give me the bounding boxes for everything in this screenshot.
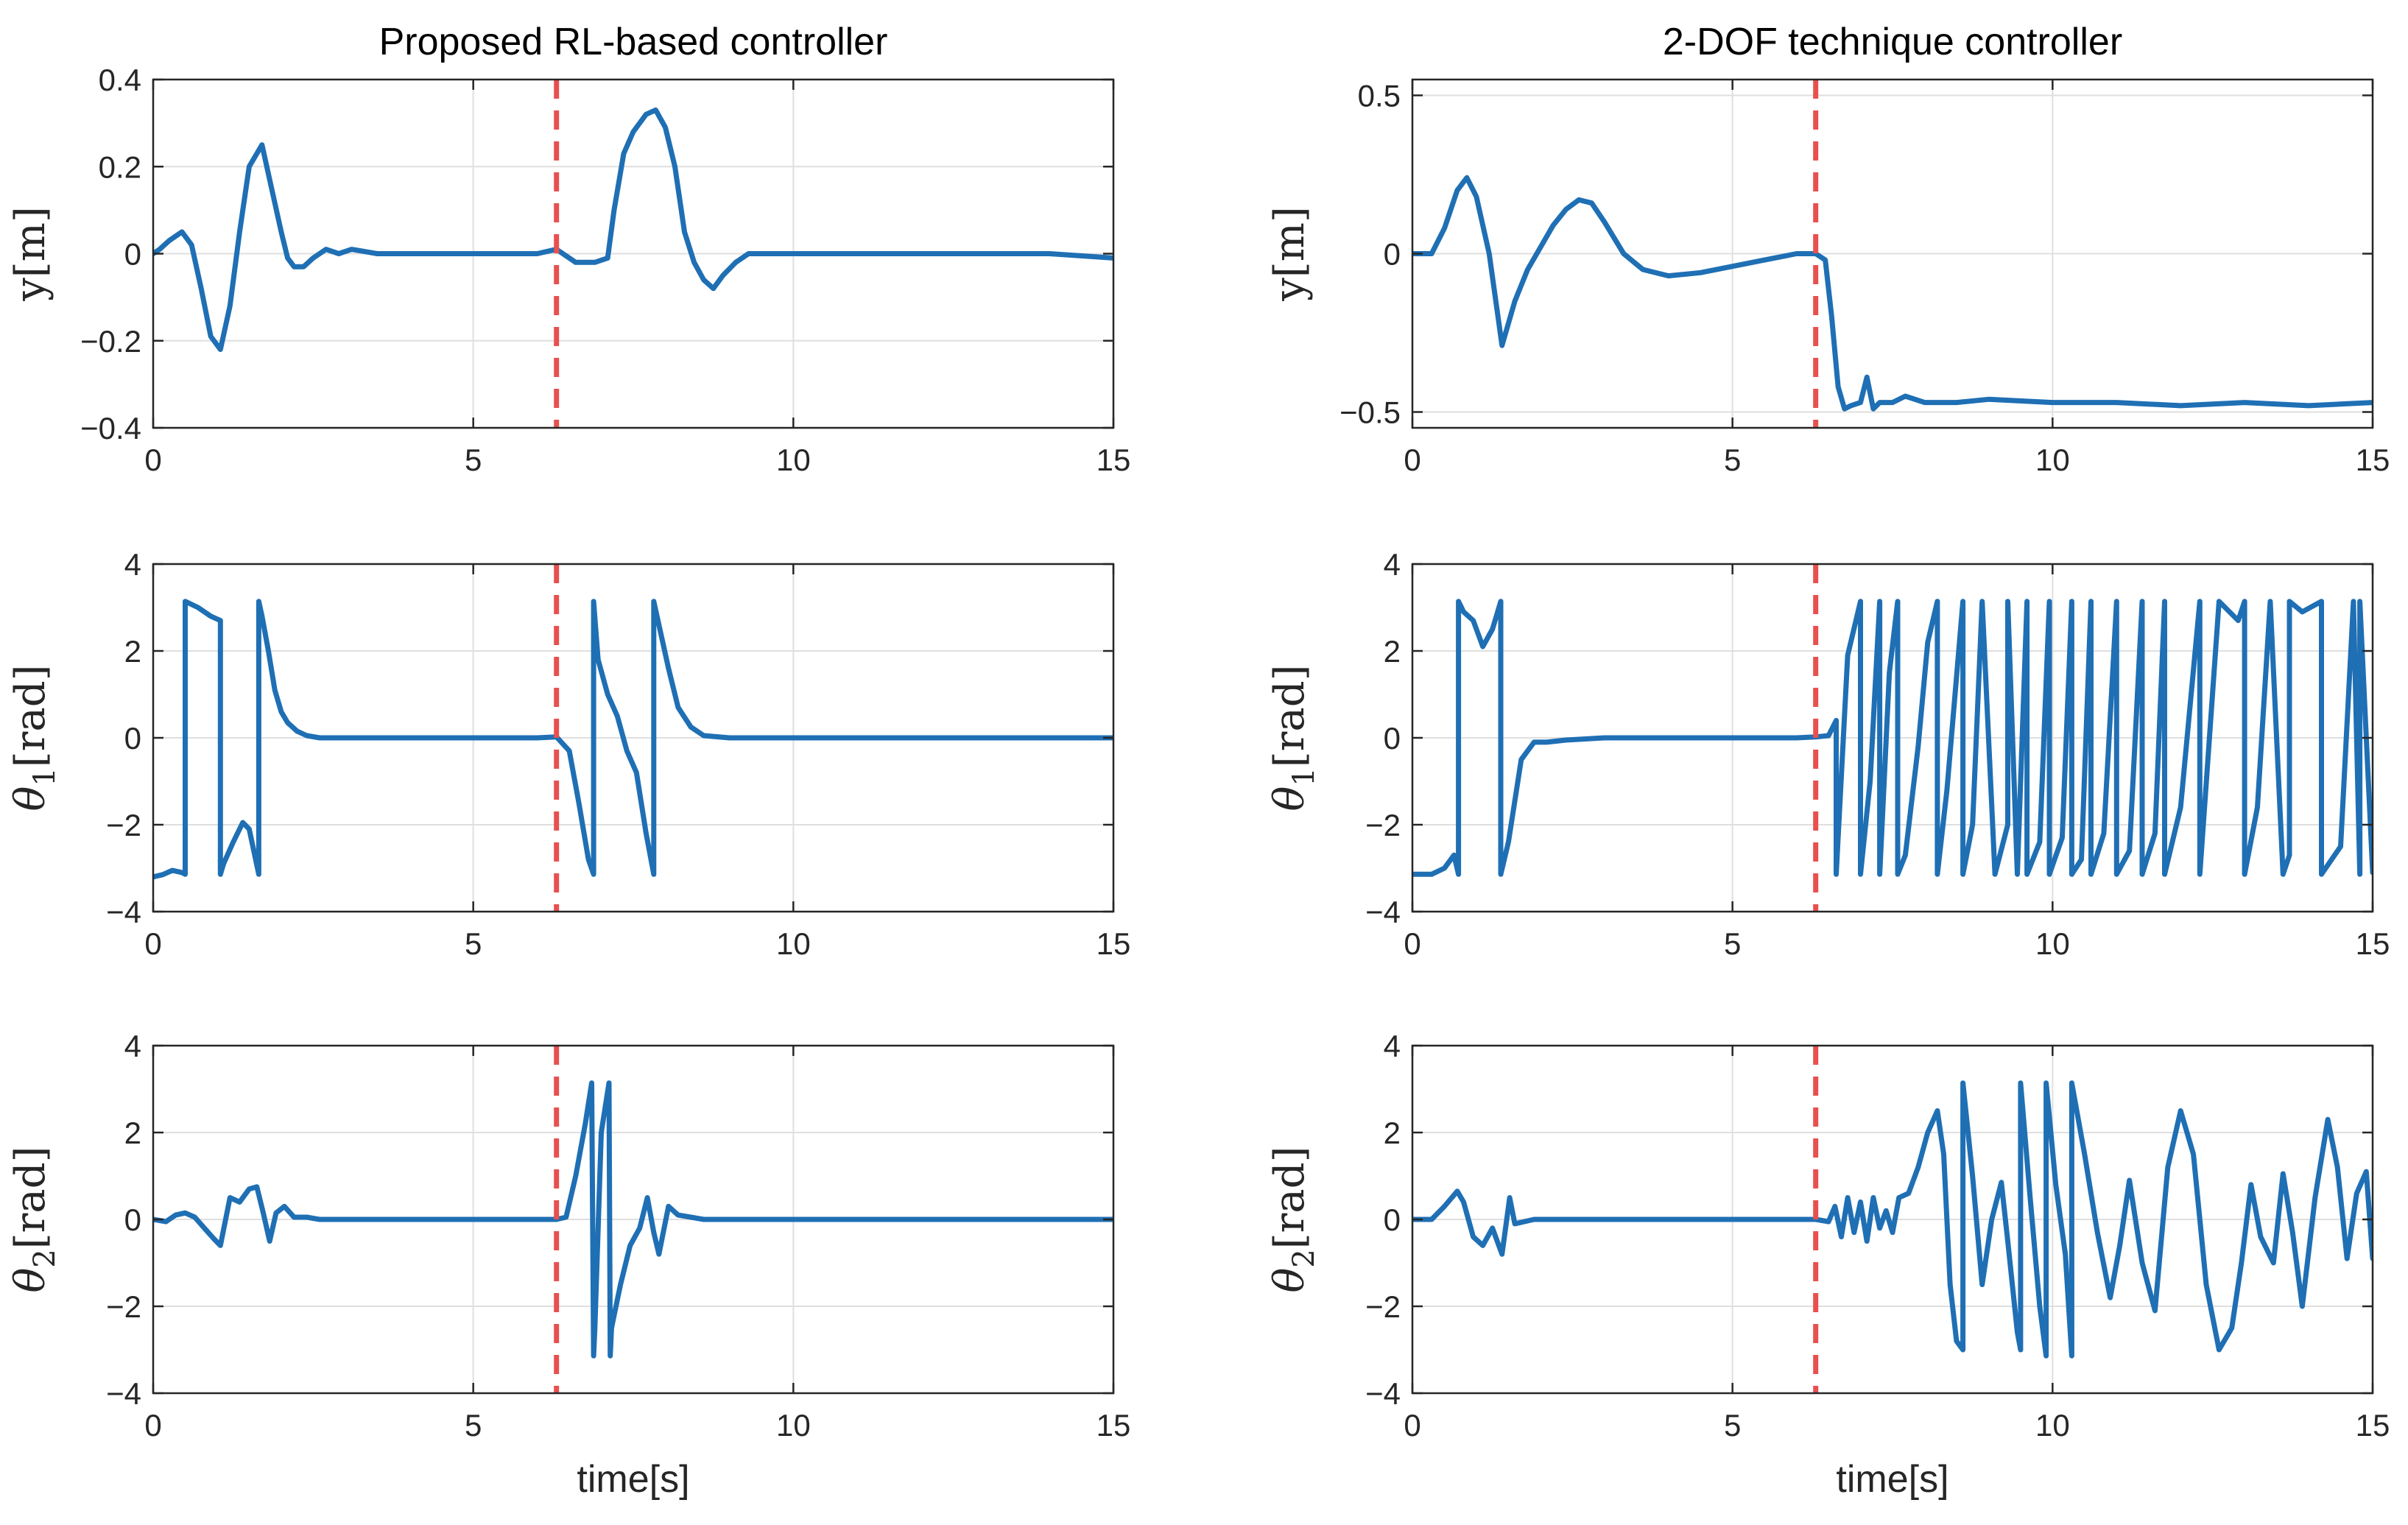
x-tick-label: 5: [465, 443, 482, 477]
x-tick-label: 10: [776, 443, 811, 477]
x-tick-label: 5: [1724, 1408, 1741, 1443]
y-axis-label-unit: [rad]: [7, 665, 54, 768]
y-axis-label-subscript: 2: [28, 1249, 62, 1267]
y-axis-label-unit: [m]: [1266, 206, 1314, 278]
x-tick-label: 10: [2035, 1408, 2070, 1443]
y-tick-label: 2: [124, 634, 141, 669]
y-tick-label: 0: [124, 237, 141, 272]
y-axis-label-symbol: θ: [7, 786, 54, 811]
y-axis-label: θ1[rad]: [7, 665, 62, 811]
x-tick-label: 0: [1404, 926, 1420, 961]
x-tick-label: 5: [1724, 926, 1741, 961]
series-line-theta1: [153, 599, 1113, 880]
chart-title: Proposed RL-based controller: [379, 21, 888, 63]
series-line-theta2: [153, 1080, 1113, 1359]
x-tick-label: 0: [144, 1408, 161, 1443]
y-tick-label: −2: [106, 1289, 141, 1324]
y-tick-label: 2: [124, 1116, 141, 1150]
y-tick-label: 0: [124, 1202, 141, 1237]
y-axis-label: y[m]: [1266, 206, 1314, 301]
y-axis-label: θ1[rad]: [1266, 665, 1321, 811]
y-tick-label: 4: [1384, 547, 1401, 582]
x-axis-label: time[s]: [1836, 1458, 1948, 1501]
x-tick-label: 5: [1724, 443, 1741, 477]
x-tick-label: 5: [465, 1408, 482, 1443]
series-line-y: [1412, 175, 2373, 412]
x-axis-label: time[s]: [577, 1458, 689, 1501]
y-axis-label-unit: [m]: [7, 206, 54, 278]
y-tick-label: 0.4: [99, 63, 141, 97]
y-tick-label: −0.5: [1339, 395, 1401, 430]
y-tick-label: 0: [1384, 1202, 1401, 1237]
x-tick-label: 0: [144, 443, 161, 477]
chart-dof-y: 0 5 10 150.50−0.5y[m]2-DOF technique contro…: [1266, 21, 2390, 477]
y-tick-label: −2: [1365, 1289, 1401, 1324]
y-axis-label: θ2[rad]: [7, 1147, 62, 1293]
y-tick-label: −2: [1365, 808, 1401, 842]
y-tick-label: 2: [1384, 1116, 1401, 1150]
y-tick-label: 0.2: [99, 149, 141, 184]
y-tick-label: 0.5: [1358, 79, 1401, 113]
x-tick-label: 15: [2356, 926, 2390, 961]
x-tick-label: 0: [144, 926, 161, 961]
x-tick-label: 10: [2035, 443, 2070, 477]
y-tick-label: −4: [1365, 1376, 1401, 1411]
series-line-theta1: [1412, 599, 2373, 877]
chart-rl-theta1: 0 5 10 15 4 2 0 −2 −4 θ1[rad]: [7, 547, 1130, 961]
y-tick-label: 4: [124, 1029, 141, 1063]
x-tick-label: 15: [1096, 1408, 1131, 1443]
y-axis-label-symbol: θ: [1266, 786, 1314, 811]
y-tick-label: −0.4: [80, 411, 141, 445]
x-tick-label: 15: [1096, 926, 1131, 961]
x-tick-label: 10: [776, 1408, 811, 1443]
y-tick-label: −2: [106, 808, 141, 842]
y-axis-label: y[m]: [7, 206, 54, 301]
y-axis-label-subscript: 2: [1287, 1249, 1321, 1267]
y-tick-label: −4: [106, 895, 141, 929]
x-tick-label: 15: [2356, 1408, 2390, 1443]
y-tick-label: 4: [1384, 1029, 1401, 1063]
y-axis-label-unit: [rad]: [7, 1147, 54, 1250]
y-tick-label: −4: [1365, 895, 1401, 929]
y-tick-label: 0: [1384, 237, 1401, 272]
y-tick-label: 0: [124, 721, 141, 756]
x-tick-label: 10: [776, 926, 811, 961]
y-axis-label-unit: [rad]: [1266, 665, 1314, 768]
y-axis-label-symbol: y: [1266, 278, 1314, 302]
y-axis-label-subscript: 1: [1287, 767, 1321, 786]
y-axis-label-unit: [rad]: [1266, 1147, 1314, 1250]
y-axis-label: θ2[rad]: [1266, 1147, 1321, 1293]
chart-rl-y: 0 5 10 15 0.4 0.2 0 −0.2 −0.4 y[m] Proposed RL-bas…: [7, 21, 1130, 477]
y-axis-label-symbol: y: [7, 278, 54, 302]
x-tick-label: 10: [2035, 926, 2070, 961]
chart-dof-theta1: 0 5 10 15 4 2 0 −2 −4 θ1[rad]: [1266, 547, 2390, 961]
y-axis-label-symbol: θ: [7, 1268, 54, 1293]
x-tick-label: 0: [1404, 443, 1420, 477]
y-tick-label: 2: [1384, 634, 1401, 669]
x-tick-label: 0: [1404, 1408, 1420, 1443]
series-line-theta2: [1412, 1080, 2373, 1359]
x-tick-label: 15: [1096, 443, 1131, 477]
x-tick-label: 5: [465, 926, 482, 961]
y-tick-label: 4: [124, 547, 141, 582]
x-tick-label: 15: [2356, 443, 2390, 477]
chart-title: 2-DOF technique controller: [1663, 21, 2122, 63]
y-tick-label: −0.2: [80, 324, 141, 359]
y-tick-label: −4: [106, 1376, 141, 1411]
y-axis-label-symbol: θ: [1266, 1268, 1314, 1293]
y-tick-label: 0: [1384, 721, 1401, 756]
y-axis-label-subscript: 1: [28, 767, 62, 786]
series-line-y: [153, 107, 1113, 353]
